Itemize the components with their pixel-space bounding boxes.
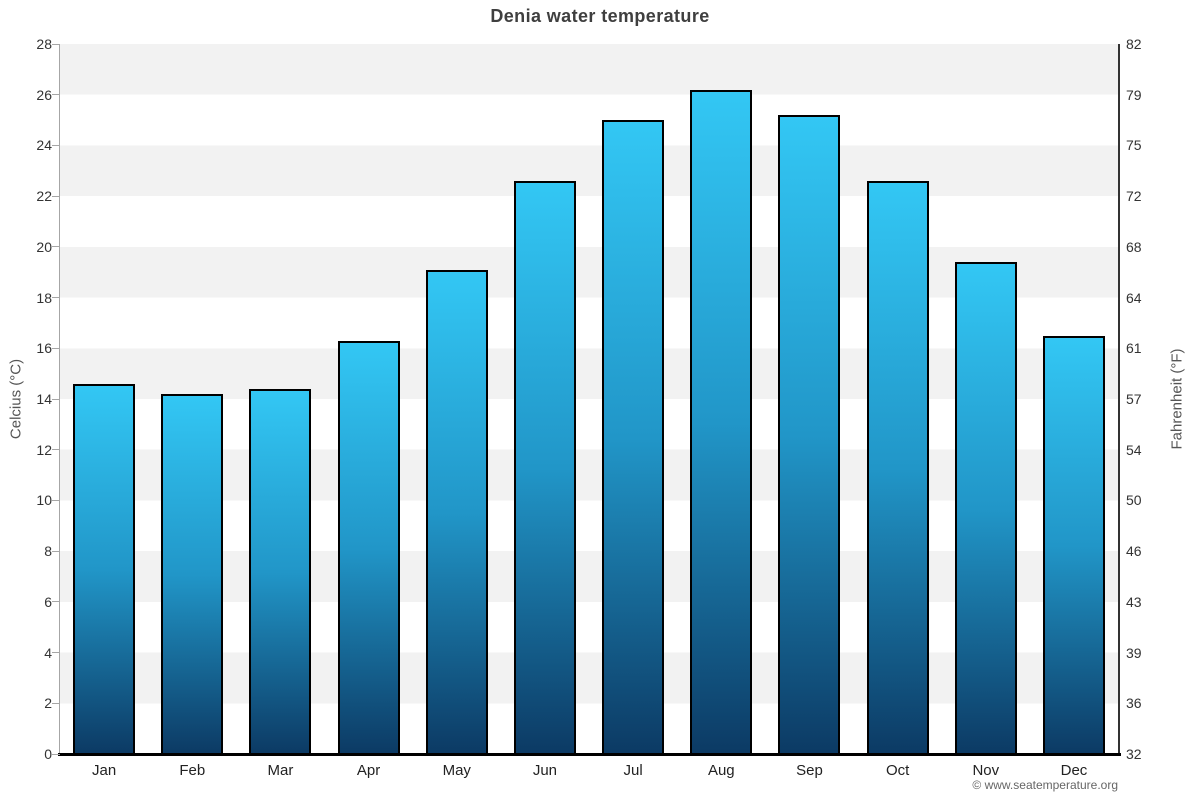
bar-jan[interactable]: [73, 383, 136, 754]
y-tick-fahrenheit-50: 50: [1126, 492, 1142, 509]
y-tick-fahrenheit-57: 57: [1126, 391, 1142, 407]
y-tick-celsius-24: 24: [36, 137, 52, 154]
bar-slot-jun: [501, 44, 589, 754]
bar-apr[interactable]: [337, 340, 400, 754]
x-label-oct: Oct: [885, 762, 910, 779]
y-axis-right-line: [1118, 44, 1120, 754]
x-label-dec: Dec: [1060, 762, 1088, 779]
bar-slot-jul: [589, 44, 677, 754]
y-tick-celsius-18: 18: [36, 289, 52, 306]
bar-slot-jan: [60, 44, 148, 754]
y-tick-celsius-20: 20: [36, 238, 52, 255]
y-tick-mark: [52, 652, 60, 654]
y-tick-fahrenheit-36: 36: [1126, 695, 1142, 712]
y-tick-celsius-16: 16: [36, 340, 52, 357]
y-tick-fahrenheit-61: 61: [1126, 340, 1142, 357]
y-axis-left-title: Celcius (°C): [7, 358, 25, 440]
y-tick-mark: [52, 499, 60, 501]
x-label-may: May: [442, 762, 471, 779]
y-tick-celsius-26: 26: [36, 86, 52, 103]
y-tick-fahrenheit-64: 64: [1126, 289, 1142, 306]
y-tick-mark: [52, 702, 60, 704]
chart-title: Denia water temperature: [490, 6, 710, 26]
y-tick-fahrenheit-79: 79: [1126, 86, 1142, 103]
bar-sep[interactable]: [778, 115, 841, 754]
y-tick-mark: [52, 144, 60, 146]
bar-slot-may: [413, 44, 501, 754]
bar-may[interactable]: [425, 269, 488, 754]
x-label-jan: Jan: [91, 762, 117, 779]
y-tick-mark: [52, 753, 60, 755]
x-label-feb: Feb: [179, 762, 206, 779]
bar-jul[interactable]: [602, 120, 665, 754]
bar-mar[interactable]: [249, 388, 312, 754]
y-tick-celsius-6: 6: [44, 593, 52, 610]
x-label-jul: Jul: [623, 762, 643, 779]
x-axis-labels: Jan Feb Mar Apr May Jun Jul Aug Sep Oct Nov Dec: [60, 762, 1118, 779]
y-tick-mark: [52, 297, 60, 299]
y-tick-celsius-10: 10: [36, 492, 52, 509]
y-tick-celsius-22: 22: [36, 188, 52, 205]
y-tick-fahrenheit-72: 72: [1126, 188, 1142, 205]
y-tick-mark: [52, 398, 60, 400]
bar-slot-oct: [854, 44, 942, 754]
y-tick-fahrenheit-75: 75: [1126, 137, 1142, 154]
bar-nov[interactable]: [954, 262, 1017, 754]
y-tick-mark: [52, 550, 60, 552]
y-tick-mark: [52, 449, 60, 451]
y-tick-fahrenheit-43: 43: [1126, 593, 1142, 610]
y-tick-celsius-2: 2: [44, 695, 52, 712]
y-tick-celsius-4: 4: [44, 644, 52, 661]
y-tick-celsius-8: 8: [44, 543, 52, 560]
y-tick-mark: [52, 347, 60, 349]
x-axis-line: [58, 753, 1121, 756]
plot-area: [60, 44, 1118, 754]
y-tick-fahrenheit-46: 46: [1126, 543, 1142, 560]
x-label-jun: Jun: [532, 762, 558, 779]
y-tick-fahrenheit-68: 68: [1126, 238, 1142, 255]
y-tick-fahrenheit-82: 82: [1126, 36, 1142, 52]
bar-aug[interactable]: [690, 89, 753, 754]
y-tick-celsius-14: 14: [36, 391, 52, 407]
copyright-text: © www.seatemperature.org: [972, 778, 1118, 792]
y-tick-fahrenheit-39: 39: [1126, 644, 1142, 661]
y-tick-celsius-28: 28: [36, 36, 52, 52]
y-tick-mark: [52, 601, 60, 603]
x-label-nov: Nov: [972, 762, 1000, 779]
bar-feb[interactable]: [161, 393, 224, 754]
y-tick-mark: [52, 94, 60, 96]
bar-jun[interactable]: [513, 180, 576, 754]
y-tick-mark: [52, 246, 60, 248]
bar-slot-sep: [765, 44, 853, 754]
bar-slot-apr: [325, 44, 413, 754]
x-label-mar: Mar: [267, 762, 294, 779]
bar-dec[interactable]: [1042, 335, 1105, 754]
bar-slot-nov: [942, 44, 1030, 754]
y-tick-fahrenheit-54: 54: [1126, 441, 1142, 458]
x-label-apr: Apr: [356, 762, 381, 779]
y-tick-celsius-12: 12: [36, 441, 52, 458]
y-tick-celsius-0: 0: [44, 746, 52, 762]
bar-slot-aug: [677, 44, 765, 754]
bar-slot-dec: [1030, 44, 1118, 754]
bar-oct[interactable]: [866, 180, 929, 754]
x-label-aug: Aug: [707, 762, 735, 779]
bar-slot-mar: [236, 44, 324, 754]
y-tick-fahrenheit-32: 32: [1126, 746, 1142, 762]
y-axis-right-title: Fahrenheit (°F): [1168, 348, 1186, 450]
bars-container: [60, 44, 1118, 754]
x-label-sep: Sep: [796, 762, 823, 779]
y-tick-mark: [52, 195, 60, 197]
bar-slot-feb: [148, 44, 236, 754]
y-tick-mark: [52, 43, 60, 45]
